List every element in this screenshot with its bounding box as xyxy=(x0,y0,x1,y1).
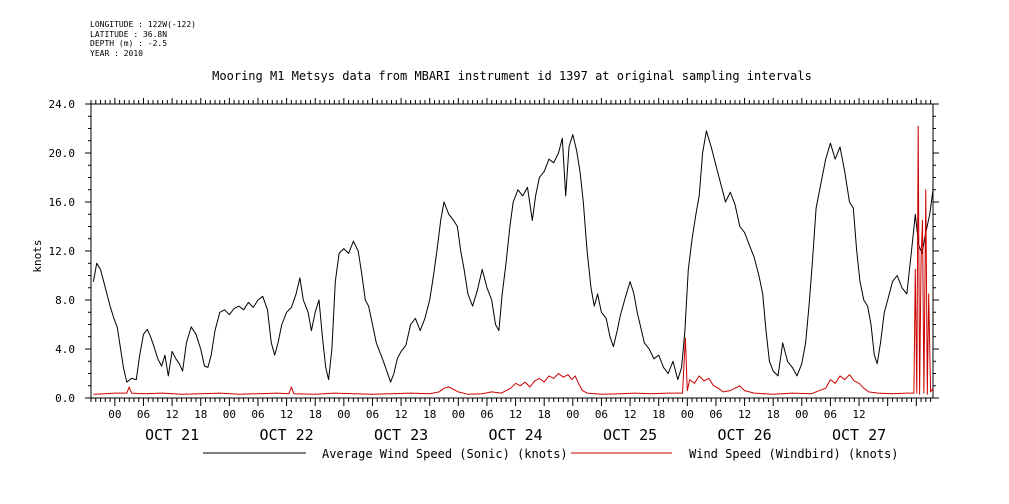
x-tick-label: 00 xyxy=(452,408,465,421)
y-tick-label: 16.0 xyxy=(49,196,76,209)
x-day-label: OCT 23 xyxy=(374,426,428,444)
x-tick-label: 00 xyxy=(681,408,694,421)
x-tick-label: 12 xyxy=(394,408,407,421)
y-axis-label: knots xyxy=(31,239,44,272)
x-tick-label: 18 xyxy=(194,408,207,421)
x-tick-label: 00 xyxy=(108,408,121,421)
x-tick-label: 12 xyxy=(280,408,293,421)
chart-title: Mooring M1 Metsys data from MBARI instru… xyxy=(212,69,812,83)
year-label: YEAR : 2010 xyxy=(90,48,143,58)
plot-axes: 0.0 4.0 8.0 12.0 16.0 20.0 24.0 00 06 12 18 00 06 12 1… xyxy=(49,98,939,444)
x-tick-label: 12 xyxy=(165,408,178,421)
y-tick-label: 24.0 xyxy=(49,98,76,111)
x-tick-label: 12 xyxy=(738,408,751,421)
x-day-label: OCT 26 xyxy=(717,426,771,444)
y-tick-label: 4.0 xyxy=(55,343,75,356)
x-tick-label: 06 xyxy=(824,408,837,421)
x-tick-label: 18 xyxy=(309,408,322,421)
station-metadata: LONGITUDE : 122W(-122) LATITUDE : 36.8N … xyxy=(90,20,196,58)
longitude-label: LONGITUDE : 122W(-122) xyxy=(90,20,196,29)
x-tick-label: 06 xyxy=(480,408,493,421)
x-tick-label: 12 xyxy=(852,408,865,421)
x-tick-label: 00 xyxy=(795,408,808,421)
x-tick-label: 18 xyxy=(652,408,665,421)
y-tick-label: 8.0 xyxy=(55,294,75,307)
x-tick-label: 18 xyxy=(423,408,436,421)
x-day-label: OCT 25 xyxy=(603,426,657,444)
x-day-label: OCT 21 xyxy=(145,426,199,444)
x-tick-label: 18 xyxy=(767,408,780,421)
x-tick-label: 00 xyxy=(337,408,350,421)
legend-label-1: Average Wind Speed (Sonic) (knots) xyxy=(322,447,568,461)
x-tick-label: 00 xyxy=(566,408,579,421)
plot-frame xyxy=(90,103,934,399)
x-day-label: OCT 22 xyxy=(259,426,313,444)
x-tick-label: 06 xyxy=(709,408,722,421)
depth-label: DEPTH (m) : -2.5 xyxy=(90,39,168,48)
series-line-1 xyxy=(92,130,934,383)
x-day-label: OCT 24 xyxy=(488,426,542,444)
x-tick-label: 12 xyxy=(623,408,636,421)
x-tick-label: 06 xyxy=(595,408,608,421)
x-tick-label: 06 xyxy=(137,408,150,421)
x-tick-label: 06 xyxy=(366,408,379,421)
plot-series xyxy=(92,125,934,395)
chart-legend: Average Wind Speed (Sonic) (knots) Wind S… xyxy=(203,447,899,461)
x-day-label: OCT 27 xyxy=(832,426,886,444)
y-tick-label: 20.0 xyxy=(49,147,76,160)
x-tick-label: 00 xyxy=(223,408,236,421)
series-line-2 xyxy=(93,125,934,395)
y-tick-label: 0.0 xyxy=(55,392,75,405)
latitude-label: LATITUDE : 36.8N xyxy=(90,29,168,39)
x-tick-label: 06 xyxy=(251,408,264,421)
x-tick-label: 12 xyxy=(509,408,522,421)
y-tick-label: 12.0 xyxy=(49,245,76,258)
x-tick-label: 18 xyxy=(538,408,551,421)
legend-label-2: Wind Speed (Windbird) (knots) xyxy=(689,447,899,461)
